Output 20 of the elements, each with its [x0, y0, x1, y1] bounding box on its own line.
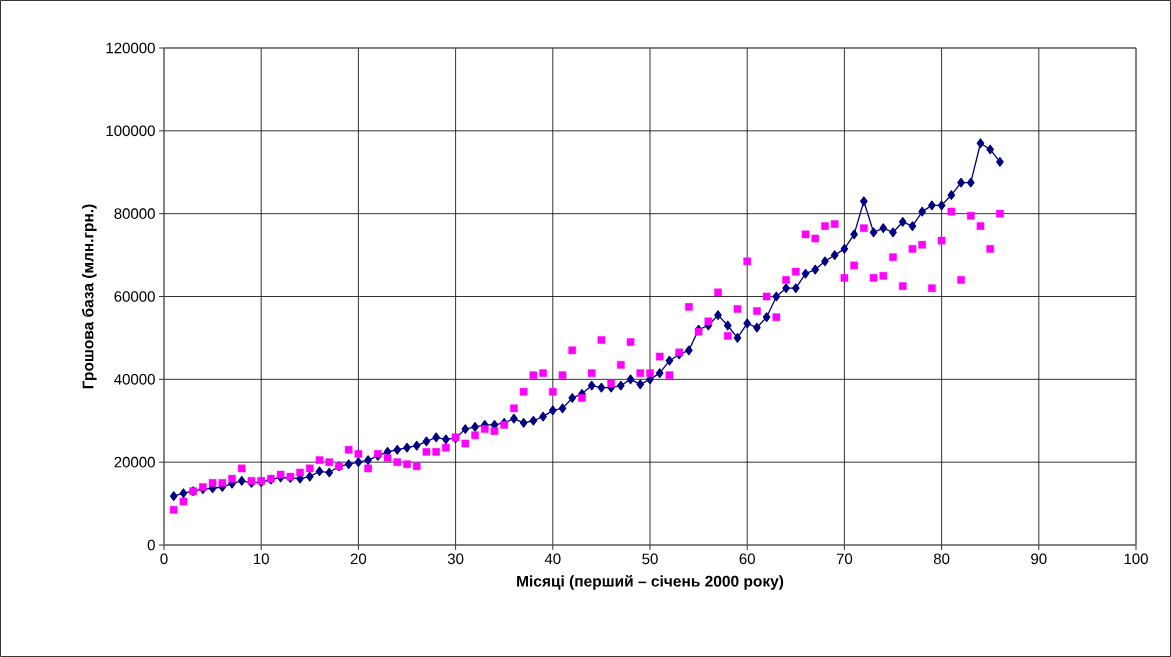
- x-tick-label: 90: [1031, 553, 1047, 565]
- y-tick-label: 120000: [106, 42, 155, 54]
- x-tick-label: 0: [160, 553, 168, 565]
- y-tick-label: 80000: [114, 208, 155, 219]
- x-tick-label: 30: [447, 553, 464, 565]
- x-axis-title: Місяці (перший – січень 2000 року): [517, 575, 784, 590]
- x-tick-label: 50: [642, 553, 658, 565]
- x-tick-label: 80: [933, 553, 950, 565]
- x-tick-label: 100: [1124, 553, 1148, 565]
- x-tick-label: 10: [254, 553, 269, 565]
- y-tick-label: 100000: [106, 125, 155, 137]
- y-axis-title: Грошова база (млн.грн.): [81, 204, 97, 389]
- y-tick-label: 40000: [114, 374, 155, 385]
- x-tick-label: 70: [836, 553, 853, 565]
- y-tick-label: 20000: [114, 456, 155, 468]
- y-tick-label: 60000: [114, 291, 155, 302]
- x-tick-label: 60: [739, 553, 755, 565]
- y-tick-label: 0: [147, 539, 155, 551]
- x-tick-label: 20: [350, 553, 367, 565]
- x-tick-label: 40: [544, 553, 561, 565]
